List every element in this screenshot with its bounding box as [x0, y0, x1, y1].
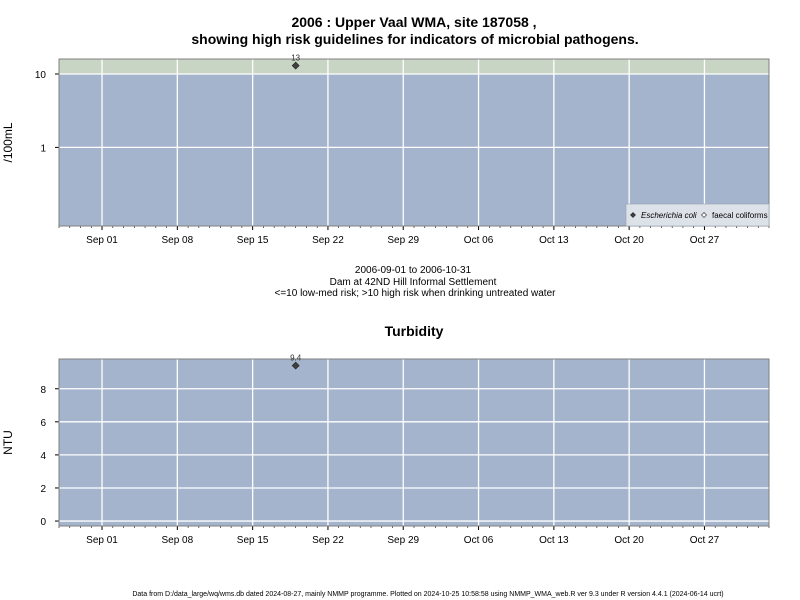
x-tick-label: Oct 13	[539, 535, 569, 546]
data-point	[291, 61, 300, 70]
y-tick-label: 10	[35, 70, 47, 81]
plot-border	[58, 358, 770, 527]
legend-marker-open	[701, 212, 707, 218]
turbidity-title: Turbidity	[385, 323, 444, 339]
data-label: 9.4	[290, 354, 302, 363]
x-tick-label: Sep 22	[312, 235, 344, 246]
x-tick-label: Sep 08	[161, 535, 193, 546]
y-tick-label: 6	[40, 418, 46, 429]
data-label: 13	[291, 54, 300, 63]
legend-label: faecal coliforms	[712, 211, 768, 220]
legend-label: Escherichia coli	[641, 211, 697, 220]
y-axis-label: /100mL	[1, 122, 15, 162]
x-tick-label: Oct 20	[614, 535, 644, 546]
site-description: Dam at 42ND Hill Informal Settlement	[330, 277, 497, 288]
plot-border	[58, 58, 770, 227]
x-tick-label: Sep 22	[312, 535, 344, 546]
x-tick-label: Oct 06	[464, 535, 494, 546]
y-tick-label: 1	[40, 143, 46, 154]
x-tick-label: Oct 27	[690, 535, 720, 546]
risk-guideline-note: <=10 low-med risk; >10 high risk when dr…	[275, 288, 557, 299]
data-source-footer: Data from D:/data_large/wq/wms.db dated …	[132, 591, 723, 598]
plot-background	[59, 359, 769, 526]
chart-title-line2: showing high risk guidelines for indicat…	[191, 31, 638, 47]
ecoli-panel: Sep 01 Sep 08 Sep 15 Sep 22 Sep 29 Oct 06 Oct …	[1, 54, 770, 246]
y-tick-label: 0	[40, 517, 46, 528]
legend-box	[625, 203, 770, 227]
turbidity-panel: Sep 01 Sep 08 Sep 15 Sep 22 Sep 29 Oct 06 Oct …	[1, 354, 770, 546]
plot-background	[59, 59, 769, 226]
x-tick-label: Sep 29	[387, 235, 419, 246]
chart-title-line1: 2006 : Upper Vaal WMA, site 187058 ,	[291, 14, 536, 30]
high-risk-band	[59, 59, 769, 74]
date-range-label: 2006-09-01 to 2006-10-31	[355, 265, 472, 276]
y-tick-label: 2	[40, 484, 46, 495]
x-tick-label: Oct 13	[539, 235, 569, 246]
y-axis-label: NTU	[1, 430, 15, 455]
x-tick-label: Sep 01	[86, 235, 118, 246]
x-tick-label: Sep 15	[237, 535, 269, 546]
x-tick-label: Sep 15	[237, 235, 269, 246]
x-tick-label: Oct 27	[690, 235, 720, 246]
y-tick-label: 4	[40, 451, 46, 462]
x-tick-label: Oct 06	[464, 235, 494, 246]
x-tick-label: Sep 01	[86, 535, 118, 546]
x-tick-label: Sep 08	[161, 235, 193, 246]
data-point	[291, 361, 300, 370]
y-tick-label: 8	[40, 385, 46, 396]
legend-marker-filled	[630, 212, 636, 218]
x-tick-label: Sep 29	[387, 535, 419, 546]
x-tick-label: Oct 20	[614, 235, 644, 246]
